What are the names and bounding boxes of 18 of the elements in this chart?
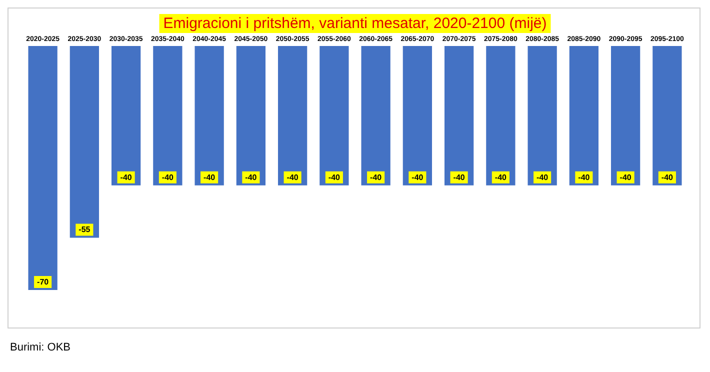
- data-label: -40: [328, 172, 341, 182]
- data-label: -40: [245, 172, 258, 182]
- chart-title: Emigracioni i pritshëm, varianti mesatar, 2020-2100 (mijë): [163, 15, 547, 32]
- text: Burimi: OKB: [10, 342, 71, 354]
- data-label: -40: [120, 172, 132, 182]
- data-label: -40: [204, 172, 216, 182]
- data-label: -40: [578, 172, 590, 182]
- data-label: -40: [620, 172, 632, 182]
- data-label: -40: [453, 172, 466, 182]
- data-label: -40: [536, 172, 549, 182]
- data-label: -40: [370, 172, 382, 182]
- data-label: -40: [162, 172, 174, 182]
- data-label: -55: [78, 225, 91, 234]
- data-label: -70: [37, 278, 50, 286]
- data-label: -40: [412, 172, 424, 182]
- data-label: -40: [494, 172, 508, 182]
- data-label: -40: [661, 172, 674, 182]
- data-label: -40: [286, 172, 299, 182]
